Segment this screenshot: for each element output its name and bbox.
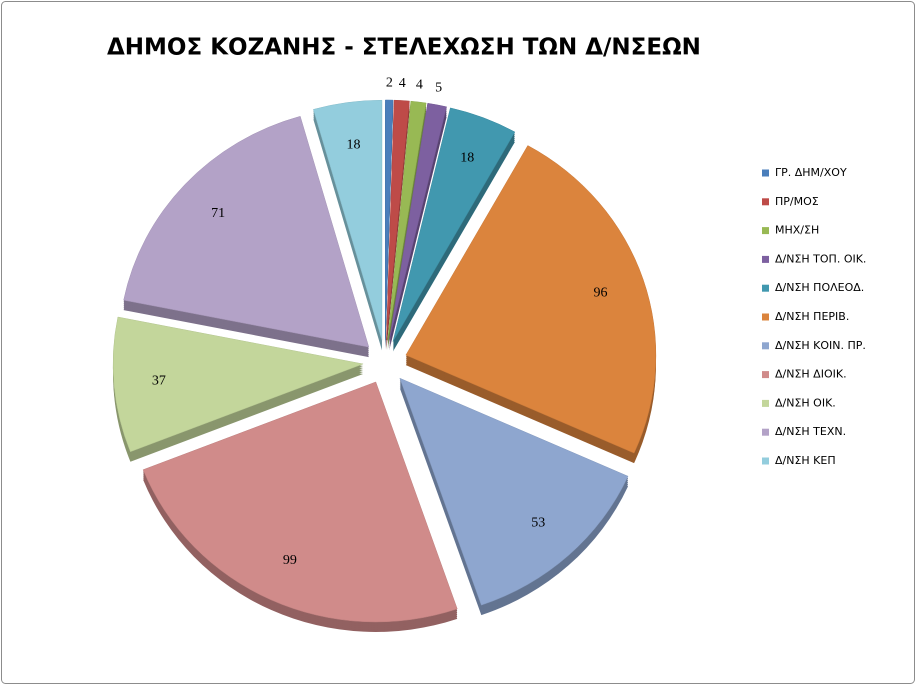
- data-label: 37: [152, 374, 166, 389]
- data-label: 2: [386, 75, 393, 90]
- chart-title: ΔΗΜΟΣ ΚΟΖΑΝΗΣ - ΣΤΕΛΕΧΩΣΗ ΤΩΝ Δ/ΝΣΕΩΝ: [107, 35, 701, 61]
- slice-side: [386, 108, 410, 349]
- legend-swatch: [762, 428, 769, 436]
- legend-swatch: [762, 227, 769, 235]
- legend-swatch: [762, 284, 769, 292]
- slice: [387, 100, 427, 341]
- legend-label: ΓΡ. ΔΗΜ/ΧΟΥ: [775, 166, 847, 179]
- slice: [386, 99, 410, 341]
- slice-side: [386, 106, 410, 347]
- legend-swatch: [762, 169, 769, 177]
- legend-swatch: [762, 342, 769, 350]
- legend-swatch: [762, 399, 769, 407]
- legend-label: ΜΗΧ/ΣΗ: [775, 224, 819, 237]
- slice-side: [387, 105, 427, 345]
- legend-swatch: [762, 371, 769, 379]
- legend-label: Δ/ΝΣΗ ΠΕΡΙΒ.: [775, 310, 849, 323]
- slice: [399, 377, 629, 606]
- slice: [405, 145, 657, 454]
- data-label: 96: [593, 285, 607, 300]
- legend-swatch: [762, 457, 769, 465]
- slice: [392, 107, 516, 342]
- slice-side: [387, 109, 427, 349]
- slice: [142, 381, 458, 623]
- data-label: 71: [211, 206, 225, 221]
- legend-label: Δ/ΝΣΗ ΤΕΧΝ.: [775, 425, 846, 438]
- slice-side: [386, 110, 410, 351]
- legend-label: ΠΡ/ΜΟΣ: [775, 195, 819, 208]
- slice: [388, 102, 447, 341]
- legend-label: Δ/ΝΣΗ ΚΕΠ: [775, 454, 836, 467]
- legend-swatch: [762, 255, 769, 263]
- slice-side: [386, 104, 410, 345]
- legend-label: Δ/ΝΣΗ ΤΟΠ. ΟΙΚ.: [775, 252, 866, 265]
- legend-label: Δ/ΝΣΗ ΔΙΟΙΚ.: [775, 368, 847, 381]
- data-label: 18: [347, 138, 361, 153]
- slice: [313, 99, 383, 341]
- legend-label: Δ/ΝΣΗ ΠΟΛΕΟΔ.: [775, 281, 864, 294]
- data-label: 18: [460, 150, 474, 165]
- data-label: 4: [399, 76, 406, 91]
- slice: [112, 316, 365, 453]
- data-label: 99: [283, 553, 297, 568]
- slice: [123, 115, 370, 348]
- slice-side: [387, 107, 427, 347]
- data-label: 53: [531, 516, 545, 531]
- slice: [385, 99, 394, 341]
- legend-swatch: [762, 313, 769, 321]
- legend-label: Δ/ΝΣΗ ΟΙΚ.: [775, 396, 836, 409]
- data-label: 5: [435, 81, 442, 96]
- data-label: 4: [416, 78, 423, 93]
- legend-swatch: [762, 198, 769, 206]
- legend-label: Δ/ΝΣΗ ΚΟΙΝ. ΠΡ.: [775, 339, 866, 352]
